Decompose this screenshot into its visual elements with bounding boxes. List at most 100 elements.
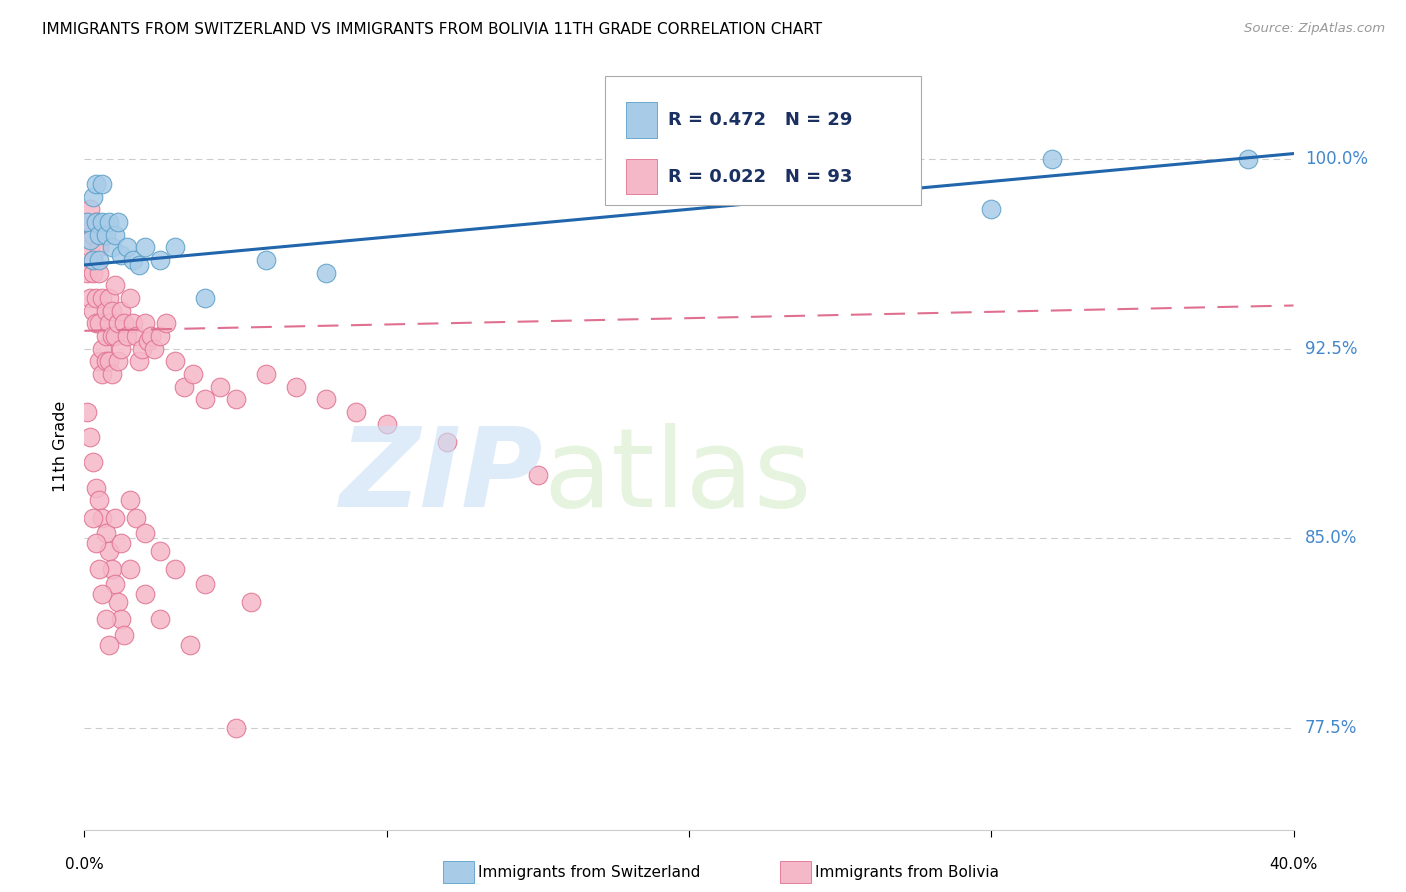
Point [110, 342, 132, 356]
Point [82, 303, 104, 318]
Text: R = 0.472   N = 29: R = 0.472 N = 29 [668, 111, 852, 129]
Point [91, 511, 114, 525]
Point [107, 595, 129, 609]
Point [94, 354, 117, 368]
Point [76, 266, 98, 280]
Point [79, 202, 101, 217]
Point [125, 511, 148, 525]
Text: 40.0%: 40.0% [1270, 857, 1317, 872]
Point [112, 627, 135, 641]
Point [107, 215, 129, 229]
Text: atlas: atlas [544, 423, 813, 530]
Point [82, 266, 104, 280]
Point [79, 233, 101, 247]
Point [225, 392, 247, 406]
Point [179, 638, 201, 652]
Point [315, 392, 337, 406]
Point [980, 202, 1002, 217]
Point [79, 240, 101, 254]
Point [97, 291, 120, 305]
Point [110, 612, 132, 626]
Point [97, 544, 120, 558]
Point [225, 721, 247, 735]
Point [107, 354, 129, 368]
Point [139, 329, 162, 343]
Point [709, 152, 731, 166]
Point [100, 367, 122, 381]
Point [100, 303, 122, 318]
Point [91, 215, 114, 229]
Point [142, 342, 165, 356]
Text: 0.0%: 0.0% [65, 857, 104, 872]
Point [86, 177, 108, 191]
Point [134, 316, 156, 330]
Point [86, 481, 108, 495]
Point [110, 248, 132, 262]
Point [86, 536, 108, 550]
Point [436, 435, 458, 450]
Point [1040, 152, 1063, 166]
Text: 100.0%: 100.0% [1305, 150, 1368, 168]
Point [1237, 152, 1260, 166]
Point [239, 595, 262, 609]
Point [131, 342, 153, 356]
Point [194, 392, 217, 406]
Point [121, 252, 143, 267]
Point [115, 329, 138, 343]
Text: Immigrants from Switzerland: Immigrants from Switzerland [478, 865, 700, 880]
Point [149, 329, 172, 343]
Point [82, 189, 104, 203]
Point [104, 577, 127, 591]
Point [118, 291, 141, 305]
Point [82, 227, 104, 242]
Point [91, 291, 114, 305]
Point [91, 587, 114, 601]
Point [136, 334, 159, 348]
Point [76, 215, 98, 229]
Point [107, 316, 129, 330]
Point [97, 638, 120, 652]
Point [254, 367, 277, 381]
Text: R = 0.022   N = 93: R = 0.022 N = 93 [668, 168, 852, 186]
Point [104, 511, 127, 525]
Point [89, 493, 111, 508]
Point [97, 215, 120, 229]
Point [89, 316, 111, 330]
Point [173, 379, 195, 393]
Point [134, 587, 156, 601]
Point [149, 544, 172, 558]
Point [100, 562, 122, 576]
Point [86, 215, 108, 229]
Point [94, 329, 117, 343]
Point [121, 316, 143, 330]
Point [110, 303, 132, 318]
Point [86, 316, 108, 330]
Point [82, 511, 104, 525]
Point [346, 405, 368, 419]
Point [89, 354, 111, 368]
Text: 77.5%: 77.5% [1305, 719, 1357, 738]
Text: ZIP: ZIP [340, 423, 544, 530]
Point [82, 252, 104, 267]
Point [375, 417, 398, 432]
Point [89, 227, 111, 242]
Point [104, 227, 127, 242]
Y-axis label: 11th Grade: 11th Grade [53, 401, 69, 491]
Point [89, 266, 111, 280]
Point [134, 240, 156, 254]
Point [100, 240, 122, 254]
Point [125, 329, 148, 343]
Point [112, 316, 135, 330]
Point [91, 367, 114, 381]
Point [285, 379, 308, 393]
Point [155, 316, 177, 330]
Point [94, 526, 117, 541]
Point [181, 367, 204, 381]
Point [82, 252, 104, 267]
Text: 85.0%: 85.0% [1305, 530, 1357, 548]
Point [134, 526, 156, 541]
Point [128, 354, 150, 368]
Point [86, 215, 108, 229]
Point [97, 354, 120, 368]
Point [82, 455, 104, 469]
